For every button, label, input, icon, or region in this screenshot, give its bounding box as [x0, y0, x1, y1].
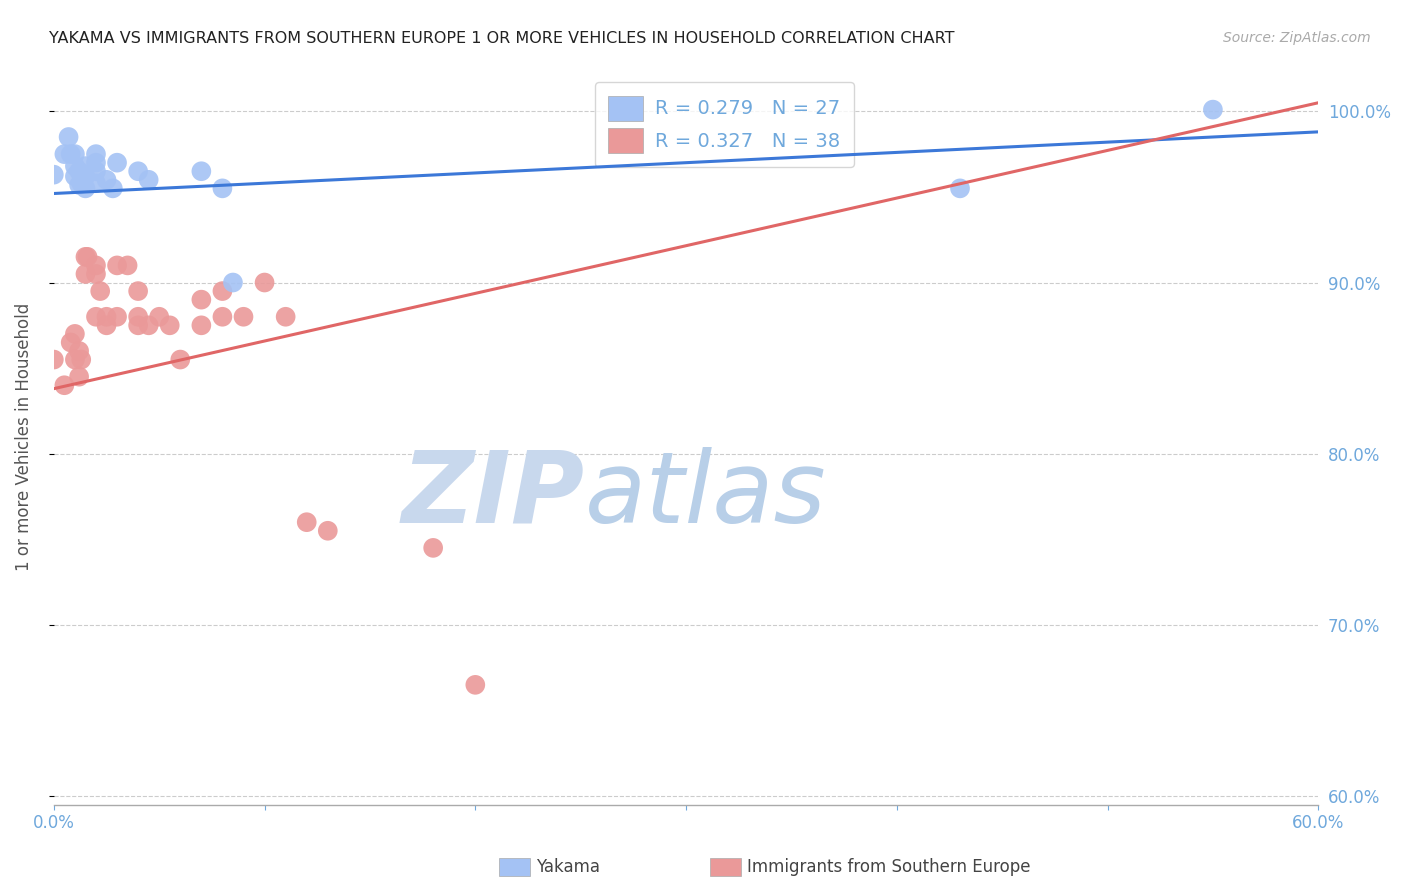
Text: ZIP: ZIP [402, 447, 585, 544]
Point [190, 318, 212, 333]
Point [138, 318, 160, 333]
Point [190, 293, 212, 307]
Y-axis label: 1 or more Vehicles in Household: 1 or more Vehicles in Household [15, 302, 32, 571]
Point [96, 318, 118, 333]
Point [222, 276, 245, 290]
Point [1202, 103, 1225, 117]
Point [84, 176, 107, 190]
Point [67, 178, 90, 192]
Point [59, 335, 82, 350]
Point [53, 378, 76, 392]
Point [84, 267, 107, 281]
Point [70, 352, 93, 367]
Point [53, 147, 76, 161]
Point [67, 369, 90, 384]
Point [84, 155, 107, 169]
Point [127, 310, 149, 324]
Legend: R = 0.279   N = 27, R = 0.327   N = 38: R = 0.279 N = 27, R = 0.327 N = 38 [595, 82, 853, 167]
Point [63, 352, 86, 367]
Point [148, 310, 170, 324]
Point [127, 318, 149, 333]
Point [63, 159, 86, 173]
Point [464, 678, 486, 692]
Text: Yakama: Yakama [536, 858, 600, 876]
Point [67, 343, 90, 358]
Point [190, 164, 212, 178]
Point [75, 169, 97, 184]
Point [274, 310, 297, 324]
Point [211, 284, 233, 298]
Point [138, 173, 160, 187]
Point [84, 164, 107, 178]
Point [127, 284, 149, 298]
Text: Immigrants from Southern Europe: Immigrants from Southern Europe [747, 858, 1031, 876]
Point [76, 250, 98, 264]
Point [70, 176, 93, 190]
Point [253, 276, 276, 290]
Point [169, 352, 191, 367]
Point [211, 181, 233, 195]
Point [422, 541, 444, 555]
Point [96, 310, 118, 324]
Point [316, 524, 339, 538]
Point [117, 259, 139, 273]
Point [75, 181, 97, 195]
Point [75, 250, 97, 264]
Point [42, 168, 65, 182]
Point [105, 259, 128, 273]
Point [101, 181, 124, 195]
Point [84, 259, 107, 273]
Point [89, 284, 111, 298]
Point [63, 147, 86, 161]
Point [63, 326, 86, 341]
Point [84, 310, 107, 324]
Text: atlas: atlas [585, 447, 827, 544]
Point [105, 310, 128, 324]
Point [63, 169, 86, 184]
Point [159, 318, 181, 333]
Point [59, 147, 82, 161]
Point [58, 130, 80, 145]
Point [67, 164, 90, 178]
Point [295, 515, 318, 529]
Text: Source: ZipAtlas.com: Source: ZipAtlas.com [1223, 31, 1371, 45]
Point [232, 310, 254, 324]
Point [84, 147, 107, 161]
Point [105, 155, 128, 169]
Point [949, 181, 972, 195]
Point [211, 310, 233, 324]
Point [75, 267, 97, 281]
Point [96, 173, 118, 187]
Point [127, 164, 149, 178]
Text: YAKAMA VS IMMIGRANTS FROM SOUTHERN EUROPE 1 OR MORE VEHICLES IN HOUSEHOLD CORREL: YAKAMA VS IMMIGRANTS FROM SOUTHERN EUROP… [49, 31, 955, 46]
Point [75, 159, 97, 173]
Point [42, 352, 65, 367]
